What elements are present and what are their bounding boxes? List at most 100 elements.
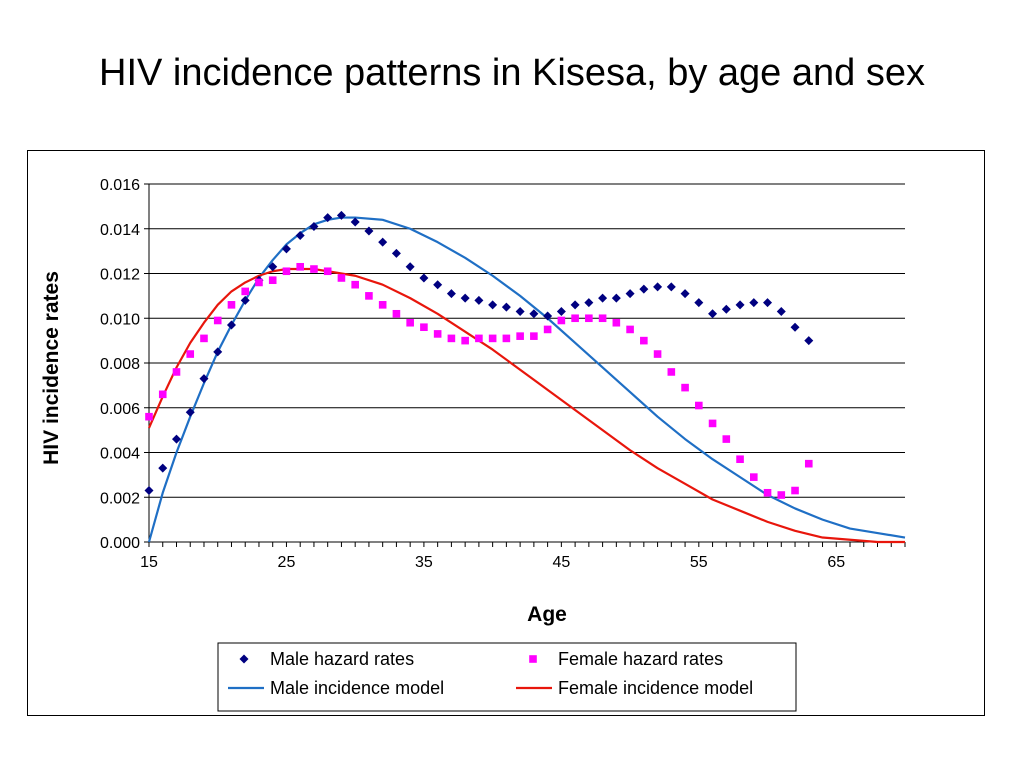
male-hazard-point (570, 300, 580, 310)
male-hazard-point (323, 213, 333, 223)
male-hazard-point (598, 293, 608, 303)
male-hazard-point (515, 307, 525, 317)
female-hazard-point (310, 265, 318, 273)
gridlines (149, 183, 905, 543)
female-hazard-point (804, 459, 813, 468)
male-hazard-point (749, 298, 759, 308)
female-hazard-point (475, 334, 483, 343)
legend-female-model-label: Female incidence model (558, 678, 753, 698)
legend-male-hazard-label: Male hazard rates (270, 649, 414, 669)
male-incidence-model-line (147, 216, 906, 543)
female-hazard-point (296, 262, 304, 271)
male-hazard-point (804, 336, 814, 346)
legend-diamond (239, 654, 249, 664)
female-hazard-point (640, 336, 648, 345)
male-hazard-point (639, 284, 649, 294)
female-hazard-point (268, 276, 277, 285)
female-hazard-point (626, 325, 634, 334)
male-hazard-point (419, 273, 429, 283)
male-hazard-point (144, 486, 154, 496)
female-hazard-point (255, 278, 263, 287)
male-hazard-point (405, 262, 415, 272)
male-hazard-point (158, 463, 168, 473)
female-hazard-point (516, 332, 524, 340)
female-incidence-model-line (147, 267, 905, 544)
slide-title: HIV incidence patterns in Kisesa, by age… (99, 52, 925, 94)
male-hazard-point (708, 309, 718, 319)
male-hazard-point (295, 230, 305, 240)
x-tick-label: 15 (140, 554, 158, 571)
legend-male-hazard-marker (239, 654, 249, 664)
male-hazard-point (611, 293, 621, 303)
female-hazard-point (420, 323, 428, 331)
x-tick-label: 65 (827, 554, 845, 571)
female-hazard-point (461, 336, 469, 345)
axes: 0.000 0.002 0.004 0.006 0.008 0.010 0.012 0.014… (100, 177, 906, 571)
female-hazard-point (200, 334, 208, 343)
female-hazard-point (172, 368, 181, 376)
male-hazard-point (185, 407, 195, 417)
male-hazard-point (391, 248, 401, 258)
x-tick-label: 55 (690, 554, 708, 571)
male-hazard-point (488, 300, 498, 310)
male-hazard-point (336, 210, 346, 220)
female-hazard-point (145, 412, 153, 421)
male-hazard-point (433, 280, 443, 290)
female-hazard-point (158, 390, 167, 399)
female-hazard-point (543, 325, 552, 334)
y-tick-label: 0.012 (100, 267, 140, 284)
male-hazard-point (309, 222, 319, 232)
male-hazard-point (763, 298, 773, 308)
female-hazard-point (667, 368, 676, 376)
legend-square (529, 655, 537, 663)
y-tick-label: 0.014 (100, 222, 140, 239)
male-hazard-point (213, 347, 223, 357)
female-hazard-point (722, 435, 731, 443)
female-hazard-point (337, 274, 346, 282)
male-hazard-point (281, 244, 291, 254)
y-tick-label: 0.004 (100, 446, 140, 463)
male-hazard-point (625, 289, 635, 299)
male-hazard-point (378, 237, 388, 247)
female-hazard-point (447, 334, 456, 343)
female-hazard-point (653, 350, 662, 358)
female-hazard-point (392, 309, 401, 318)
female-hazard-point (488, 334, 497, 343)
male-hazard-point (240, 295, 250, 305)
male-hazard-point (446, 289, 456, 299)
chart-svg: 0.000 0.002 0.004 0.006 0.008 0.010 0.012 0.014… (40, 177, 906, 712)
male-hazard-point (790, 322, 800, 332)
female-hazard-point (695, 401, 703, 410)
legend-box (217, 642, 797, 712)
female-hazard-point (227, 301, 236, 309)
legend-female-hazard-label: Female hazard rates (558, 649, 723, 669)
male-hazard-point (735, 300, 745, 310)
female-hazard-point (282, 267, 291, 276)
male-hazard-point (268, 262, 278, 272)
female-hazard-point (378, 301, 387, 309)
male-hazard-point (199, 374, 209, 384)
y-tick-label: 0.016 (100, 177, 140, 194)
male-hazard-point (350, 217, 360, 227)
y-tick-label: 0.010 (100, 311, 140, 328)
male-hazard-point (364, 226, 374, 236)
female-hazard-point (557, 316, 566, 325)
y-tick-label: 0.000 (100, 535, 140, 552)
male-hazard-point (501, 302, 511, 312)
female-hazard-point (612, 318, 621, 327)
female-hazard-point (777, 491, 786, 499)
female-hazard-point (365, 292, 373, 300)
female-hazard-point (433, 330, 442, 338)
x-tick-label: 45 (552, 554, 570, 571)
female-hazard-point (241, 287, 250, 296)
model-lines (147, 216, 906, 544)
male-hazard-point (529, 309, 539, 319)
male-hazard-point (694, 298, 704, 308)
female-hazard-point (598, 314, 607, 323)
y-tick-label: 0.006 (100, 401, 140, 418)
x-tick-label: 25 (278, 554, 296, 571)
female-hazard-point (681, 383, 689, 392)
female-hazard-point (530, 332, 538, 340)
female-hazard-point (186, 350, 195, 358)
female-hazard-point (351, 280, 359, 289)
